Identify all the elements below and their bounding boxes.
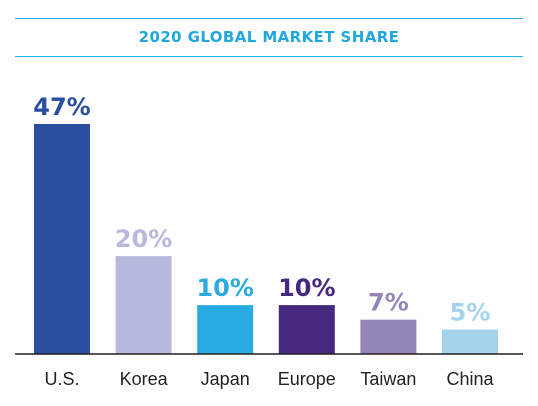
data-label-taiwan: 7% [368, 289, 409, 317]
data-label-japan: 10% [196, 274, 253, 302]
bar-china [442, 329, 498, 354]
category-label-europe: Europe [278, 369, 336, 389]
data-label-europe: 10% [278, 274, 335, 302]
bar-us [34, 124, 90, 354]
title-top-rule [15, 18, 523, 19]
title-bottom-rule [15, 56, 523, 57]
category-label-china: China [446, 369, 494, 389]
chart-title: 2020 GLOBAL MARKET SHARE [138, 28, 400, 46]
category-label-taiwan: Taiwan [360, 369, 416, 389]
category-label-us: U.S. [44, 369, 79, 389]
bar-japan [197, 305, 254, 354]
category-label-japan: Japan [201, 369, 250, 389]
data-label-us: 47% [33, 93, 90, 121]
bar-taiwan [360, 319, 417, 354]
data-label-korea: 20% [115, 225, 172, 253]
category-label-korea: Korea [120, 369, 169, 389]
bar-europe [278, 305, 335, 354]
bar-korea [115, 256, 172, 354]
data-label-china: 5% [450, 299, 491, 327]
